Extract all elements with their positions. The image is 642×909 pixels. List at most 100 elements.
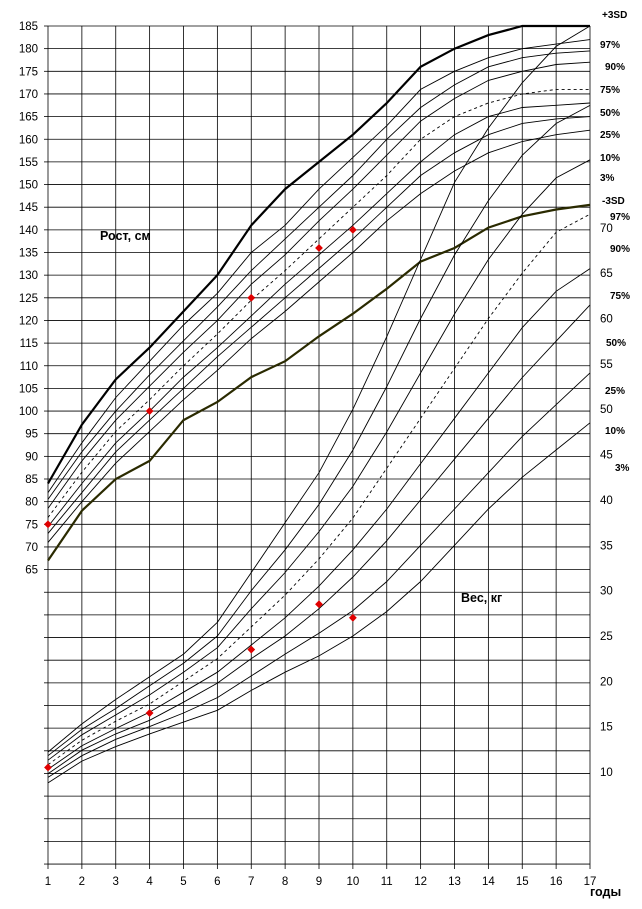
x-axis-label: годы: [590, 885, 621, 899]
height-tick-label: 85: [25, 474, 38, 486]
height-tick-label: 95: [25, 429, 38, 441]
weight-axis-label: Вес, кг: [461, 591, 502, 605]
height-curve: [47, 61, 591, 509]
weight-curve: [47, 304, 591, 775]
height-tick-label: 110: [20, 361, 38, 373]
weight-tick-label: 30: [600, 586, 613, 598]
height-axis-label: Рост, см: [100, 229, 151, 243]
height-tick-label: 130: [19, 270, 38, 282]
weight-point: [247, 645, 256, 654]
weight-tick-label: 60: [600, 314, 613, 326]
weight-tick-label: 20: [600, 676, 613, 688]
weight-curve: [47, 372, 591, 778]
height-tick-label: 75: [25, 519, 38, 531]
tick-labels: 6570758085909510010511011512012513013514…: [19, 21, 613, 888]
height-point: [247, 293, 256, 302]
measurement-points: [44, 225, 357, 772]
weight-percentile-label: 97%: [610, 212, 630, 223]
weight-point: [315, 600, 323, 609]
height-tick-label: 140: [19, 225, 38, 237]
weight-curve: [47, 25, 591, 753]
height-percentile-label: +3SD: [602, 10, 627, 21]
height-percentile-label: 3%: [600, 173, 615, 184]
x-tick-label: 14: [482, 876, 495, 888]
weight-tick-label: 65: [600, 268, 613, 280]
height-tick-label: 135: [19, 248, 38, 260]
height-percentile-label: 97%: [600, 40, 620, 51]
height-tick-label: 90: [25, 451, 38, 463]
height-tick-label: 165: [19, 112, 38, 124]
height-tick-label: 115: [20, 338, 38, 350]
height-tick-label: 100: [19, 406, 38, 418]
height-tick-label: 105: [19, 383, 38, 395]
weight-tick-label: 35: [600, 540, 613, 552]
height-tick-label: 160: [19, 134, 38, 146]
percentile-labels: +3SD 97% 90% 75% 50% 25% 10% 3% -3SD 97% 90% 75% 50%…: [600, 10, 630, 474]
weight-point: [145, 709, 154, 717]
curves: [47, 24, 591, 784]
grid: [44, 25, 591, 869]
weight-tick-label: 15: [600, 722, 613, 734]
x-tick-label: 7: [248, 876, 254, 888]
height-tick-label: 150: [19, 180, 38, 192]
weight-point: [44, 763, 52, 772]
height-tick-label: 180: [19, 44, 38, 56]
height-percentile-label: 10%: [600, 153, 620, 164]
weight-percentile-label: 10%: [605, 426, 625, 437]
height-percentile-label: 50%: [600, 108, 620, 119]
height-tick-label: 70: [25, 542, 38, 554]
height-tick-label: 80: [25, 497, 38, 509]
height-curve: [47, 203, 591, 562]
height-curve: [47, 88, 590, 518]
x-tick-label: 3: [113, 876, 119, 888]
weight-curve: [47, 105, 591, 757]
weight-point: [348, 613, 357, 622]
height-point: [145, 407, 154, 415]
weight-percentile-label: 90%: [610, 244, 630, 255]
weight-tick-label: 45: [600, 450, 613, 462]
height-tick-label: 145: [19, 202, 38, 214]
height-tick-label: 120: [19, 315, 38, 327]
weight-percentile-label: 3%: [615, 463, 630, 474]
weight-tick-label: 70: [600, 223, 613, 235]
height-curve: [47, 50, 591, 500]
height-tick-label: 185: [19, 21, 38, 33]
weight-tick-label: 10: [600, 767, 613, 779]
weight-tick-label: 50: [600, 404, 613, 416]
weight-tick-label: 55: [600, 359, 613, 371]
height-tick-label: 170: [19, 89, 38, 101]
height-percentile-label: 90%: [605, 62, 625, 73]
height-curve: [47, 24, 590, 485]
x-tick-label: 8: [282, 876, 288, 888]
x-tick-label: 1: [45, 876, 51, 888]
height-point: [44, 520, 52, 529]
x-tick-label: 4: [146, 876, 153, 888]
weight-curve: [47, 422, 591, 784]
height-curve: [47, 129, 591, 543]
height-percentile-label: 75%: [600, 85, 620, 96]
x-tick-label: 10: [346, 876, 359, 888]
weight-curve: [47, 213, 591, 766]
height-curve: [47, 39, 591, 493]
height-tick-label: 175: [19, 66, 38, 78]
x-tick-label: 12: [414, 876, 427, 888]
x-tick-label: 15: [516, 876, 529, 888]
weight-percentile-label: 25%: [605, 386, 625, 397]
weight-percentile-label: 50%: [606, 338, 626, 349]
height-curve: [47, 116, 591, 534]
x-tick-label: 6: [214, 876, 220, 888]
x-tick-label: 11: [381, 876, 393, 888]
weight-curve: [47, 268, 591, 770]
height-tick-label: 155: [19, 157, 38, 169]
height-tick-label: 65: [25, 565, 38, 577]
height-point: [348, 225, 357, 234]
height-percentile-label: -3SD: [602, 196, 625, 207]
x-tick-label: 5: [180, 876, 186, 888]
weight-tick-label: 25: [600, 631, 613, 643]
height-tick-label: 125: [19, 293, 38, 305]
weight-tick-label: 40: [600, 495, 613, 507]
weight-curve: [47, 159, 591, 761]
x-tick-label: 9: [316, 876, 322, 888]
weight-percentile-label: 75%: [610, 291, 630, 302]
